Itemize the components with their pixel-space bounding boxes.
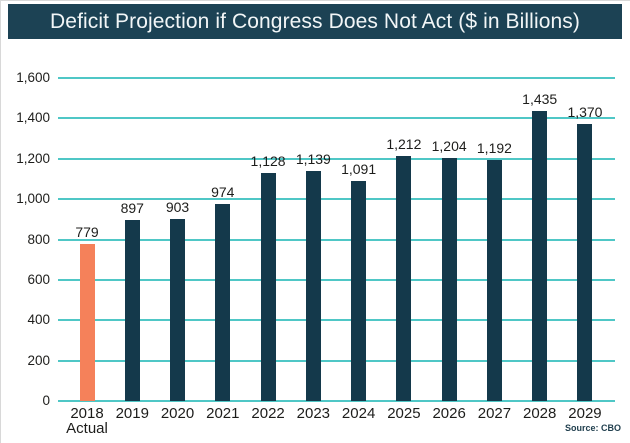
bar-value-label: 1,212 [386,136,422,152]
x-axis-label: 2020 [160,405,195,422]
y-axis-tick-label: 400 [27,312,50,328]
bar-2029 [577,124,593,401]
gridline [58,359,615,362]
bar-2024 [351,181,367,401]
bar-2028 [532,111,548,401]
bar-value-label: 1,091 [341,161,377,177]
bar-value-label: 897 [120,200,144,216]
x-axis-label: 2027 [477,405,512,422]
x-axis-label: 2018 Actual [52,406,122,436]
gridline [58,77,615,79]
bar-value-label: 779 [75,224,99,240]
gridline [58,117,615,120]
gridline [58,157,615,160]
source-note: Source: CBO [564,423,621,433]
bar-2018 [79,244,95,401]
y-axis-tick-label: 1,600 [16,70,50,85]
y-axis-tick-label: 800 [27,231,50,247]
bar-2027 [486,160,502,401]
y-axis-tick-label: 0 [42,393,50,408]
bar-2026 [441,158,457,401]
gridline [58,278,615,281]
bar-value-label: 1,370 [567,104,603,120]
bar-2023 [305,171,321,401]
x-axis-label: 2021 [206,405,240,422]
x-axis-label: 2019 [115,405,149,422]
bar-value-label: 1,435 [522,91,558,107]
x-axis-label: 2026 [432,405,466,422]
bar-value-label: 1,204 [431,138,467,154]
x-axis-label: 2029 [568,405,602,422]
gridline [58,238,615,241]
bar-2019 [124,220,140,401]
y-axis-tick-label: 1,000 [16,191,50,207]
chart-title: Deficit Projection if Congress Does Not … [50,9,580,33]
gridline [58,319,615,322]
x-axis-baseline [58,400,615,402]
chart-title-banner: Deficit Projection if Congress Does Not … [8,4,622,39]
y-axis-tick-label: 600 [27,271,50,287]
bar-value-label: 1,192 [476,140,512,156]
bar-value-label: 1,128 [250,153,286,169]
x-axis-label: 2024 [341,405,376,422]
bar-value-label: 903 [165,199,190,215]
x-axis-label: 2023 [296,405,331,422]
x-axis-label: 2025 [387,405,421,422]
y-axis-tick-label: 1,400 [16,110,50,126]
x-axis-label: 2022 [251,405,285,422]
gridline [58,198,615,201]
bar-2020 [170,219,186,401]
x-axis-label: 2028 [523,405,557,422]
bar-2022 [260,173,276,401]
bar-value-label: 974 [211,184,235,200]
bar-2025 [396,156,412,401]
y-axis-tick-label: 200 [27,352,50,368]
bar-2021 [215,204,231,401]
bar-value-label: 1,139 [295,151,331,167]
x-axis-sublabel: Actual [66,420,108,437]
y-axis-tick-label: 1,200 [16,150,50,166]
